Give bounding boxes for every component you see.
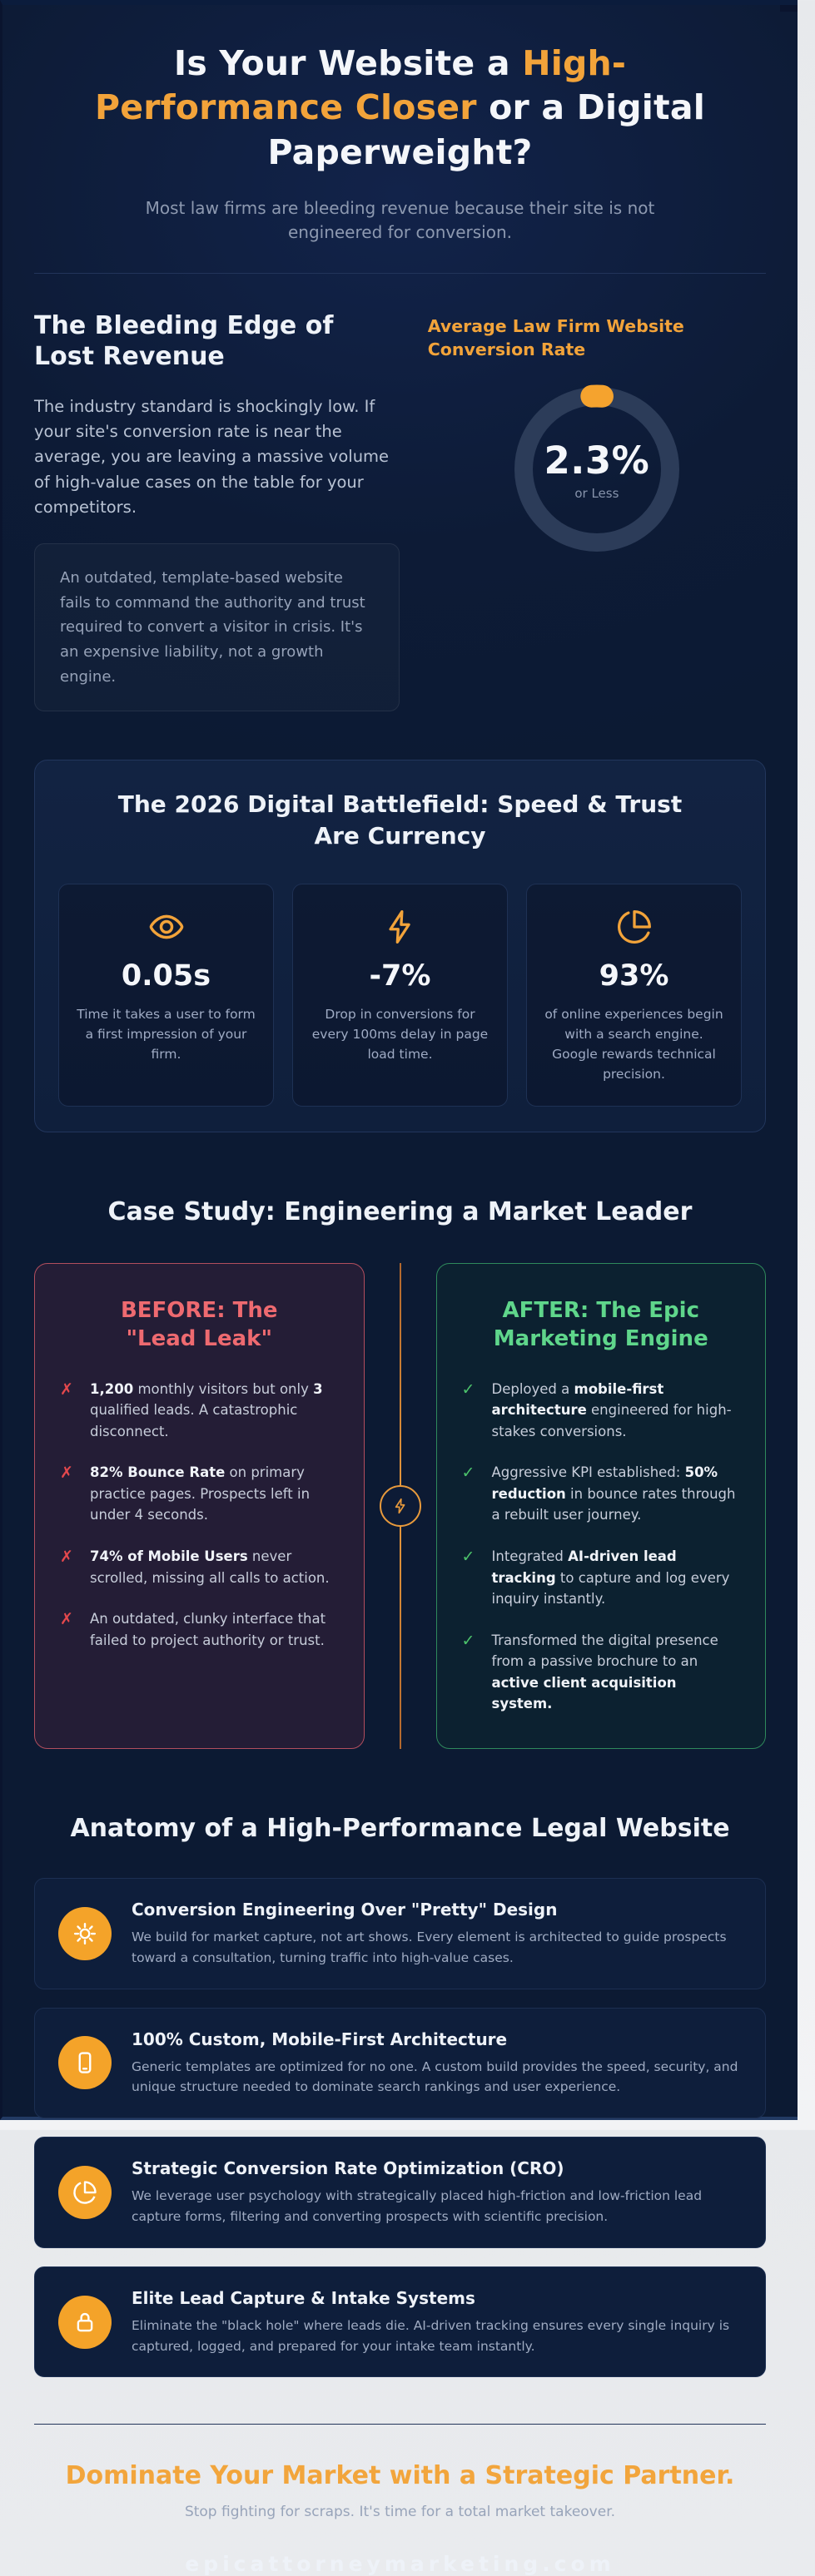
list-item: ✓ Deployed a mobile-first architecture e… — [462, 1379, 741, 1443]
anatomy-card-title: Elite Lead Capture & Intake Systems — [132, 2287, 475, 2308]
case-study-divider — [365, 1263, 436, 1749]
anatomy-card-text: We leverage user psychology with strateg… — [132, 2188, 703, 2224]
page-title-part2: or a Digital Paperweight? — [267, 87, 705, 172]
after-item-text: Deployed a mobile-first architecture eng… — [491, 1380, 732, 1439]
stat-value: -7% — [369, 959, 431, 993]
stat-cards-row: 0.05s Time it takes a user to form a fir… — [58, 884, 742, 1107]
battlefield-section: The 2026 Digital Battlefield: Speed & Tr… — [34, 760, 766, 1133]
stat-card-first-impression: 0.05s Time it takes a user to form a fir… — [58, 884, 274, 1107]
conversion-rate-gauge: 2.3% or Less — [507, 379, 687, 559]
battlefield-heading: The 2026 Digital Battlefield: Speed & Tr… — [117, 790, 683, 850]
anatomy-card-lead-capture: Elite Lead Capture & Intake Systems Elim… — [34, 2266, 766, 2378]
bleeding-edge-section: The Bleeding Edge of Lost Revenue The in… — [34, 310, 766, 712]
after-title: AFTER: The Epic Marketing Engine — [493, 1298, 708, 1351]
before-card: BEFORE: The "Lead Leak" ✗ 1,200 monthly … — [34, 1263, 365, 1749]
anatomy-card-body: Conversion Engineering Over "Pretty" Des… — [132, 1899, 742, 1969]
bleeding-edge-heading: The Bleeding Edge of Lost Revenue — [34, 310, 334, 372]
anatomy-card-text: Generic templates are optimized for no o… — [132, 2058, 738, 2095]
anatomy-card-text: We build for market capture, not art sho… — [132, 1929, 727, 1965]
infographic-panel: Is Your Website a High-Performance Close… — [0, 0, 798, 2576]
anatomy-card-text: Eliminate the "black hole" where leads d… — [132, 2317, 730, 2354]
before-item-text: 1,200 monthly visitors but only 3 qualif… — [90, 1380, 323, 1439]
stat-text: Time it takes a user to form a first imp… — [77, 1007, 256, 1063]
x-mark-icon: ✗ — [60, 1610, 73, 1629]
case-study-row: BEFORE: The "Lead Leak" ✗ 1,200 monthly … — [34, 1263, 766, 1749]
smartphone-icon — [58, 2036, 112, 2090]
donut-chart — [512, 384, 682, 554]
stat-value: 0.05s — [121, 959, 211, 993]
pie-chart-icon — [58, 2165, 112, 2219]
x-mark-icon: ✗ — [60, 1464, 73, 1483]
anatomy-card-body: Elite Lead Capture & Intake Systems Elim… — [132, 2287, 742, 2357]
list-item: ✓ Integrated AI-driven lead tracking to … — [462, 1546, 741, 1610]
anatomy-card-title: Conversion Engineering Over "Pretty" Des… — [132, 1899, 558, 1920]
conversion-gauge-column: Average Law Firm Website Conversion Rate… — [428, 310, 766, 559]
eye-icon — [76, 908, 256, 946]
cta-heading: Dominate Your Market with a Strategic Pa… — [65, 2461, 735, 2491]
lightning-badge-icon — [379, 1485, 421, 1528]
check-mark-icon: ✓ — [461, 1548, 475, 1567]
case-study-heading: Case Study: Engineering a Market Leader — [107, 1197, 693, 1227]
anatomy-card-conversion-engineering: Conversion Engineering Over "Pretty" Des… — [34, 1877, 766, 1989]
check-mark-icon: ✓ — [461, 1464, 475, 1483]
gauge-caption: or Less — [574, 485, 619, 501]
anatomy-card-body: Strategic Conversion Rate Optimization (… — [132, 2157, 742, 2227]
website-domain: epicattorneymarketing.com — [185, 2552, 615, 2576]
stat-card-search: 93% of online experiences begin with a s… — [526, 884, 742, 1107]
anatomy-card-title: 100% Custom, Mobile-First Architecture — [132, 2029, 508, 2049]
list-item: ✓ Aggressive KPI established: 50% reduct… — [462, 1462, 741, 1526]
lightning-icon — [310, 908, 490, 946]
chip-icon — [58, 1906, 112, 1960]
after-item-text: Integrated AI-driven lead tracking to ca… — [491, 1548, 730, 1608]
gauge-value: 2.3% — [544, 438, 650, 483]
list-item: ✗ An outdated, clunky interface that fai… — [60, 1608, 339, 1651]
list-item: ✓ Transformed the digital presence from … — [462, 1630, 741, 1715]
header-divider — [34, 272, 766, 274]
bleeding-edge-callout: An outdated, template-based website fail… — [34, 542, 400, 712]
stat-text: Drop in conversions for every 100ms dela… — [311, 1007, 489, 1063]
page-title-part1: Is Your Website a — [173, 43, 523, 83]
anatomy-card-body: 100% Custom, Mobile-First Architecture G… — [132, 2029, 742, 2098]
check-mark-icon: ✓ — [461, 1631, 475, 1650]
page-subtitle: Most law firms are bleeding revenue beca… — [145, 197, 655, 242]
check-mark-icon: ✓ — [461, 1380, 475, 1399]
page-title-accent: High-Performance Closer — [95, 43, 627, 128]
before-item-text: 74% of Mobile Users never scrolled, miss… — [90, 1548, 330, 1586]
list-item: ✗ 1,200 monthly visitors but only 3 qual… — [60, 1379, 339, 1443]
anatomy-heading: Anatomy of a High-Performance Legal Webs… — [70, 1813, 730, 1843]
page-title: Is Your Website a High-Performance Close… — [86, 42, 715, 175]
list-item: ✗ 74% of Mobile Users never scrolled, mi… — [60, 1546, 339, 1588]
stat-card-speed: -7% Drop in conversions for every 100ms … — [292, 884, 508, 1107]
before-item-text: 82% Bounce Rate on primary practice page… — [90, 1464, 311, 1523]
x-mark-icon: ✗ — [60, 1380, 73, 1399]
gauge-heading: Average Law Firm Website Conversion Rate — [427, 315, 684, 359]
after-item-text: Transformed the digital presence from a … — [491, 1632, 718, 1712]
x-mark-icon: ✗ — [60, 1548, 73, 1567]
stat-value: 93% — [599, 959, 669, 993]
before-list: ✗ 1,200 monthly visitors but only 3 qual… — [60, 1379, 339, 1652]
anatomy-card-cro: Strategic Conversion Rate Optimization (… — [34, 2137, 766, 2248]
stat-text: of online experiences begin with a searc… — [544, 1007, 723, 1082]
anatomy-list: Conversion Engineering Over "Pretty" Des… — [34, 1877, 766, 2378]
anatomy-card-custom-architecture: 100% Custom, Mobile-First Architecture G… — [34, 2007, 766, 2119]
after-list: ✓ Deployed a mobile-first architecture e… — [462, 1379, 741, 1715]
before-title: BEFORE: The "Lead Leak" — [120, 1298, 278, 1351]
bleeding-edge-paragraph: The industry standard is shockingly low.… — [34, 396, 390, 517]
bleeding-edge-text-column: The Bleeding Edge of Lost Revenue The in… — [34, 310, 400, 712]
after-item-text: Aggressive KPI established: 50% reductio… — [491, 1464, 736, 1523]
gauge-center-labels: 2.3% or Less — [507, 379, 687, 559]
after-card: AFTER: The Epic Marketing Engine ✓ Deplo… — [435, 1263, 766, 1749]
list-item: ✗ 82% Bounce Rate on primary practice pa… — [60, 1462, 339, 1526]
footer-divider — [34, 2424, 766, 2425]
cta-subheading: Stop fighting for scraps. It's time for … — [184, 2504, 616, 2521]
top-right-notch — [780, 5, 798, 12]
anatomy-card-title: Strategic Conversion Rate Optimization (… — [132, 2158, 564, 2179]
lock-icon — [58, 2295, 112, 2349]
before-item-text: An outdated, clunky interface that faile… — [90, 1611, 326, 1648]
pie-chart-icon — [544, 908, 724, 946]
